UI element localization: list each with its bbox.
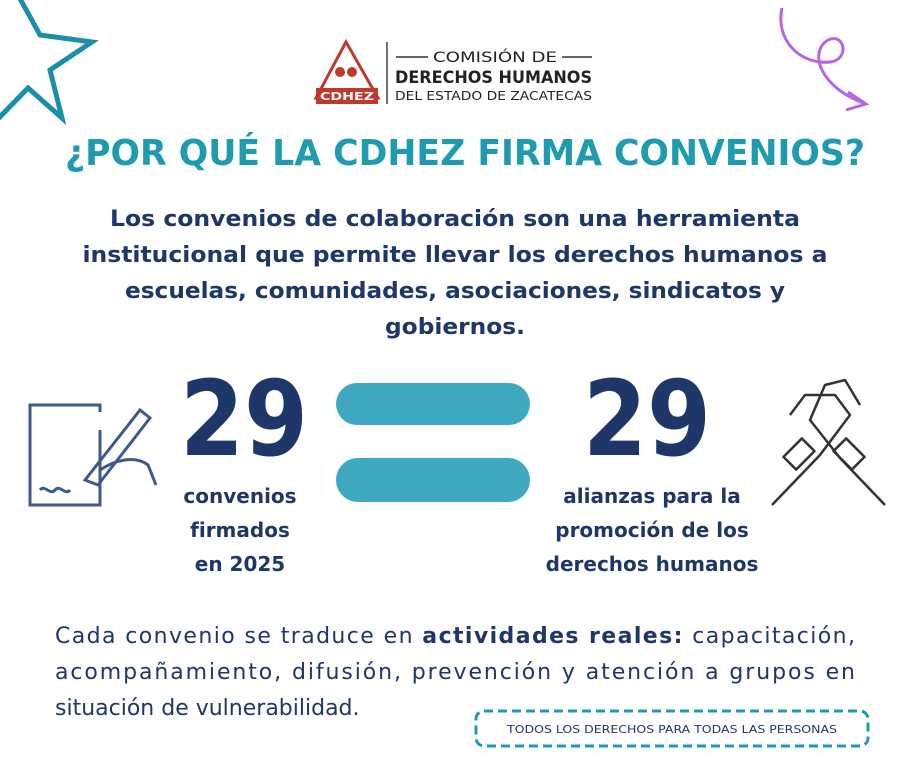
stat-label: alianzas para la bbox=[563, 484, 740, 508]
intro-line: Los convenios de colaboración son una he… bbox=[110, 207, 800, 232]
logo-badge: CDHEZ bbox=[320, 90, 374, 103]
star-decoration bbox=[0, 0, 99, 126]
signature bbox=[38, 486, 72, 494]
stat-label: derechos humanos bbox=[546, 552, 759, 576]
swirl-arrowhead bbox=[845, 90, 870, 112]
intro-line: escuelas, comunidades, asociaciones, sin… bbox=[125, 279, 785, 304]
handshake-icon bbox=[771, 378, 886, 506]
hand bbox=[99, 458, 158, 486]
stat-label: firmados bbox=[190, 518, 290, 542]
logo-figure bbox=[335, 67, 345, 77]
cuff-right bbox=[832, 437, 866, 471]
logo: CDHEZ COMISIÓN DE DERECHOS HUMANOS DEL E… bbox=[313, 38, 592, 104]
stat-label: promoción de los bbox=[555, 518, 749, 542]
document-icon bbox=[28, 403, 158, 507]
logo-line: COMISIÓN DE bbox=[433, 48, 557, 66]
stat-number: 29 bbox=[180, 358, 308, 480]
stat-label: convenios bbox=[183, 484, 296, 508]
stat-label: en 2025 bbox=[195, 552, 285, 576]
arm-left bbox=[771, 393, 852, 506]
intro: Los convenios de colaboración son una he… bbox=[83, 207, 828, 340]
closing-text: Cada convenio se traduce en bbox=[55, 624, 413, 649]
badge-text: TODOS LOS DERECHOS PARA TODAS LAS PERSON… bbox=[506, 723, 837, 736]
logo-figure bbox=[347, 67, 357, 77]
swirl-arrow bbox=[779, 7, 867, 106]
closing-highlight: actividades reales: bbox=[422, 624, 682, 649]
cuff-left bbox=[782, 437, 816, 471]
stat-number: 29 bbox=[583, 358, 711, 480]
stats: 29 convenios firmados en 2025 29 alianzas par… bbox=[180, 358, 758, 576]
intro-line: institucional que permite llevar los der… bbox=[83, 243, 828, 268]
closing-line: Cada convenio se traduce en actividades … bbox=[55, 624, 855, 649]
pen bbox=[82, 407, 153, 487]
closing-line: acompañamiento, difusión, prevención y a… bbox=[55, 660, 855, 685]
closing-line: situación de vulnerabilidad. bbox=[55, 696, 360, 721]
intro-line: gobiernos. bbox=[385, 315, 525, 340]
equals-bar bbox=[336, 458, 530, 502]
logo-line: DEL ESTADO DE ZACATECAS bbox=[395, 89, 592, 103]
equals-bar bbox=[336, 383, 530, 425]
closing-text: capacitación, bbox=[692, 624, 855, 649]
logo-badge-box bbox=[316, 88, 378, 104]
logo-line: DERECHOS HUMANOS bbox=[395, 68, 592, 88]
badge-frame bbox=[474, 709, 870, 748]
title: ¿POR QUÉ LA CDHEZ FIRMA CONVENIOS? bbox=[65, 132, 865, 174]
document-outline bbox=[28, 403, 102, 507]
